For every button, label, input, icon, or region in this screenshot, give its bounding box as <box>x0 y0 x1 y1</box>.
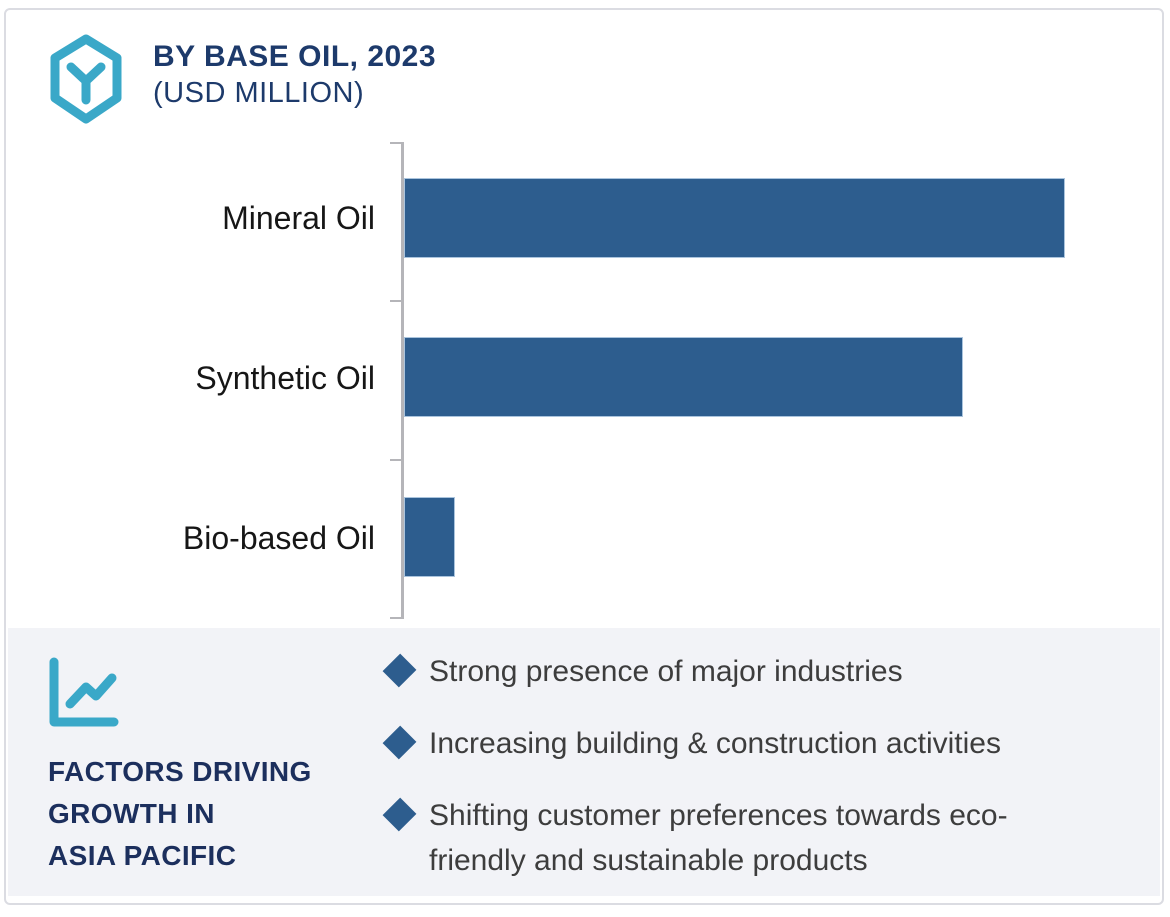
bullet-text: Shifting customer preferences towards ec… <box>429 793 1008 883</box>
infographic-card: BY BASE OIL, 2023 (USD MILLION) Mineral … <box>4 8 1164 905</box>
factors-title-line: GROWTH IN <box>48 798 215 829</box>
bullet-item: Strong presence of major industries <box>382 649 1008 694</box>
category-label-bio-based-oil: Bio-based Oil <box>182 520 375 556</box>
bullet-text-line: Strong presence of major industries <box>429 655 903 688</box>
chart-title: BY BASE OIL, 2023 <box>153 40 437 73</box>
bar-synthetic-oil <box>404 337 963 417</box>
bar-bio-based-oil <box>404 497 455 577</box>
bullet-item: Increasing building & construction activ… <box>382 721 1008 766</box>
axis-tick <box>390 142 402 144</box>
bullet-text-line: Increasing building & construction activ… <box>429 727 1001 760</box>
diamond-bullet-icon <box>382 653 417 688</box>
factors-title: FACTORS DRIVING GROWTH IN ASIA PACIFIC <box>48 751 312 877</box>
diamond-bullet-icon <box>382 725 417 760</box>
bullet-text-line: Shifting customer preferences towards ec… <box>429 799 1008 832</box>
chart-header: BY BASE OIL, 2023 (USD MILLION) <box>153 38 436 111</box>
axis-tick <box>390 300 402 302</box>
diamond-bullet-icon <box>382 797 417 832</box>
bullet-text: Increasing building & construction activ… <box>429 721 1001 766</box>
category-label-mineral-oil: Mineral Oil <box>222 200 375 236</box>
category-label-synthetic-oil: Synthetic Oil <box>195 360 375 396</box>
bar-chart-plot <box>390 142 1164 619</box>
chart-subtitle: (USD MILLION) <box>153 77 365 109</box>
bullet-text: Strong presence of major industries <box>429 649 903 694</box>
factors-bullet-list: Strong presence of major industries Incr… <box>382 649 1008 883</box>
line-chart-icon <box>49 657 119 727</box>
y-axis-line <box>401 142 404 619</box>
bullet-item: Shifting customer preferences towards ec… <box>382 793 1008 883</box>
factors-title-line: FACTORS DRIVING <box>48 756 312 787</box>
factors-title-line: ASIA PACIFIC <box>48 840 237 871</box>
bullet-text-line: friendly and sustainable products <box>429 844 868 877</box>
hexagon-cube-icon <box>50 34 122 124</box>
factors-panel: FACTORS DRIVING GROWTH IN ASIA PACIFIC S… <box>8 628 1160 896</box>
axis-tick <box>390 617 402 619</box>
bar-mineral-oil <box>404 178 1066 258</box>
axis-tick <box>390 459 402 461</box>
